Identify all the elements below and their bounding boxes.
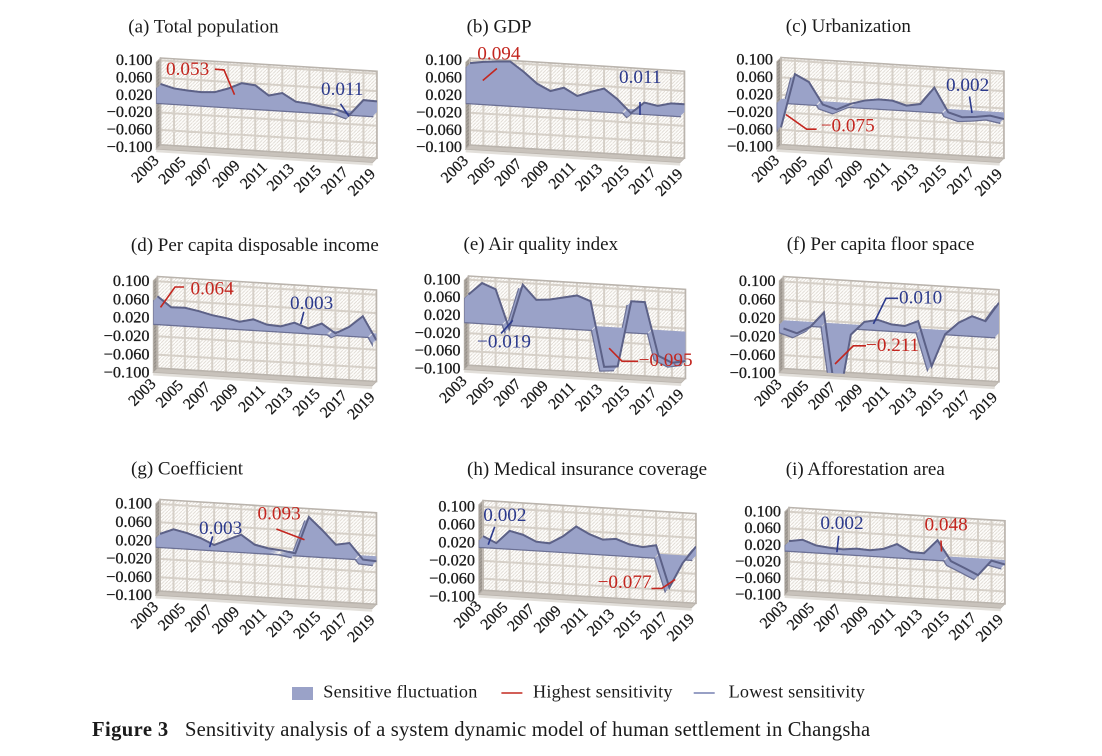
svg-text:0.020: 0.020 [744,535,781,554]
svg-text:−0.100: −0.100 [104,363,150,382]
svg-text:Highest sensitivity: Highest sensitivity [533,682,673,702]
svg-text:0.094: 0.094 [477,44,521,65]
svg-text:−0.060: −0.060 [735,568,781,587]
svg-text:Lowest sensitivity: Lowest sensitivity [729,682,866,702]
svg-text:0.020: 0.020 [115,530,152,549]
svg-text:Sensitivity analysis of a syst: Sensitivity analysis of a system dynamic… [185,719,870,741]
svg-text:−0.100: −0.100 [735,585,781,604]
svg-text:−0.100: −0.100 [415,359,461,378]
svg-text:−0.100: −0.100 [429,586,475,605]
svg-text:−0.100: −0.100 [416,137,462,156]
svg-text:0.100: 0.100 [736,50,773,69]
svg-text:−0.020: −0.020 [106,549,152,568]
svg-text:0.060: 0.060 [116,68,153,87]
svg-text:−0.060: −0.060 [104,344,150,363]
svg-text:0.002: 0.002 [483,505,526,526]
svg-text:−0.100: −0.100 [727,137,773,156]
svg-text:−0.060: −0.060 [416,120,462,139]
svg-text:0.060: 0.060 [425,68,462,87]
svg-text:0.020: 0.020 [739,308,776,327]
svg-text:0.020: 0.020 [425,85,462,104]
svg-text:−0.060: −0.060 [730,345,776,364]
svg-text:0.100: 0.100 [115,494,152,513]
svg-text:0.011: 0.011 [619,67,661,88]
svg-text:0.003: 0.003 [199,518,242,539]
svg-text:0.100: 0.100 [744,502,781,521]
svg-text:−0.060: −0.060 [429,568,475,587]
svg-text:0.020: 0.020 [113,308,150,327]
svg-text:0.020: 0.020 [438,533,475,552]
svg-text:−0.060: −0.060 [106,567,152,586]
svg-text:0.011: 0.011 [321,79,363,100]
svg-text:0.002: 0.002 [820,513,863,534]
svg-text:−0.077: −0.077 [598,572,652,593]
svg-text:(i) Afforestation area: (i) Afforestation area [786,459,946,480]
svg-text:−0.019: −0.019 [477,332,531,353]
svg-text:0.060: 0.060 [744,518,781,537]
svg-text:0.003: 0.003 [290,293,333,314]
svg-text:−0.020: −0.020 [107,102,153,121]
svg-text:0.010: 0.010 [899,288,942,309]
svg-text:−0.020: −0.020 [727,102,773,121]
svg-text:0.100: 0.100 [424,269,461,288]
svg-text:−0.095: −0.095 [639,350,693,371]
svg-text:(f) Per capita floor space: (f) Per capita floor space [787,234,975,255]
svg-text:0.020: 0.020 [116,85,153,104]
svg-text:0.020: 0.020 [736,85,773,104]
svg-text:0.002: 0.002 [946,75,989,96]
svg-text:0.053: 0.053 [166,59,209,80]
svg-text:(e) Air quality index: (e) Air quality index [464,234,619,255]
svg-text:−0.020: −0.020 [730,326,776,345]
svg-text:(d) Per capita disposable inco: (d) Per capita disposable income [131,235,379,256]
svg-text:0.100: 0.100 [438,497,475,516]
svg-text:0.100: 0.100 [739,271,776,290]
svg-text:0.060: 0.060 [113,289,150,308]
svg-text:0.048: 0.048 [925,515,968,536]
svg-text:−0.060: −0.060 [727,119,773,138]
svg-text:(a) Total population: (a) Total population [128,17,279,38]
svg-text:0.100: 0.100 [113,271,150,290]
svg-text:−0.020: −0.020 [429,550,475,569]
svg-text:0.100: 0.100 [425,50,462,69]
svg-text:−0.100: −0.100 [106,585,152,604]
svg-text:−0.020: −0.020 [104,326,150,345]
svg-text:−0.060: −0.060 [415,341,461,360]
svg-text:0.100: 0.100 [116,50,153,69]
svg-text:(b) GDP: (b) GDP [467,17,532,38]
svg-text:0.060: 0.060 [115,512,152,531]
svg-text:−0.020: −0.020 [416,102,462,121]
svg-text:0.060: 0.060 [736,67,773,86]
svg-text:0.060: 0.060 [739,290,776,309]
svg-text:(h) Medical insurance coverage: (h) Medical insurance coverage [467,459,707,480]
svg-text:−0.211: −0.211 [866,335,919,356]
svg-text:Sensitive fluctuation: Sensitive fluctuation [323,682,477,702]
svg-text:(g) Coefficient: (g) Coefficient [131,459,244,480]
svg-text:−0.060: −0.060 [107,120,153,139]
svg-text:0.060: 0.060 [424,287,461,306]
svg-text:−0.100: −0.100 [730,363,776,382]
svg-text:−0.020: −0.020 [735,551,781,570]
svg-text:0.020: 0.020 [424,305,461,324]
svg-text:0.064: 0.064 [191,279,235,300]
svg-text:−0.020: −0.020 [415,323,461,342]
svg-text:Figure 3: Figure 3 [92,719,169,741]
svg-text:−0.100: −0.100 [107,137,153,156]
svg-text:(c) Urbanization: (c) Urbanization [786,16,912,37]
svg-text:0.060: 0.060 [438,515,475,534]
svg-text:0.093: 0.093 [258,504,301,525]
svg-text:−0.075: −0.075 [821,116,875,137]
